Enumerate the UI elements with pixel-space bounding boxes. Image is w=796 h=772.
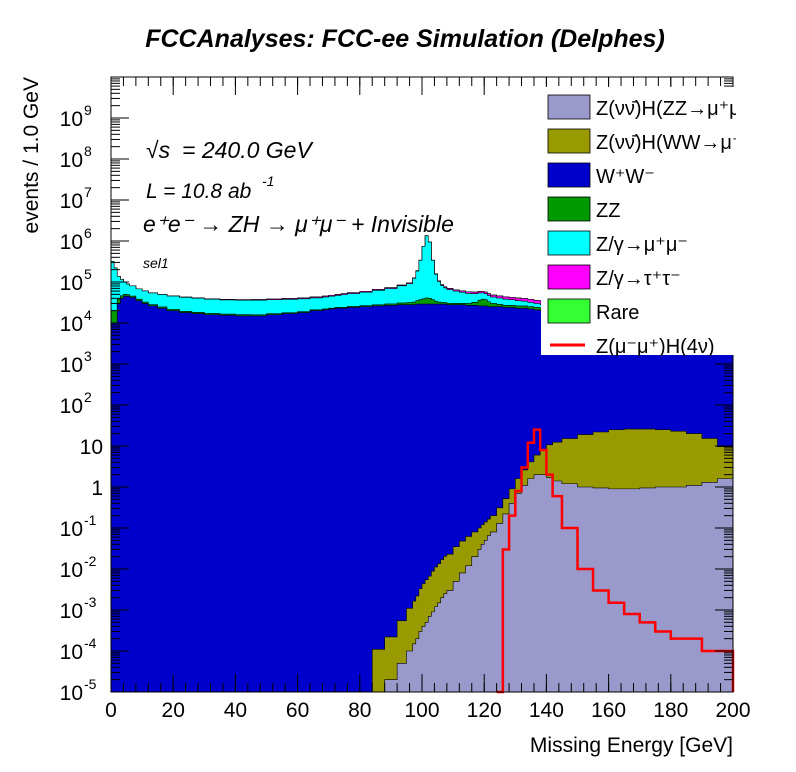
y-tick-exponent: 2: [84, 389, 92, 405]
y-tick-label: 10 -5: [60, 676, 97, 705]
y-tick-base: 10: [60, 108, 83, 131]
y-tick-label: 10 6: [60, 225, 92, 254]
legend-swatch-z-h-ww: [547, 128, 591, 154]
x-tick-label: 0: [105, 699, 117, 722]
x-axis-label: Missing Energy [GeV]: [530, 734, 733, 757]
y-tick-base: 10: [60, 313, 83, 336]
x-axis: 0 20 40 60 80 100 120 140 160 180 200: [105, 77, 751, 722]
legend-label-rare: Rare: [596, 302, 639, 324]
legend-swatch-z-h-zz: [547, 94, 591, 120]
y-tick-base: 10: [60, 149, 83, 172]
y-tick-label: 10 3: [60, 348, 92, 377]
sqrt-s-annotation: = 240.0 GeV: [182, 137, 314, 163]
legend-label-z: Z/γ→μ⁺μ⁻: [596, 234, 688, 256]
chart-title: FCCAnalyses: FCC-ee Simulation (Delphes): [145, 25, 665, 53]
process-annotation: e⁺e⁻ → ZH → μ⁺μ⁻ + Invisible: [143, 211, 454, 237]
y-tick-base: 10: [60, 395, 83, 418]
y-tick-exponent: 6: [84, 225, 92, 241]
y-tick-exponent: 4: [84, 307, 92, 323]
y-tick-base: 10: [60, 641, 83, 664]
y-tick-label: 1: [91, 477, 103, 500]
y-tick-label: 10 4: [60, 307, 92, 336]
x-tick-label: 60: [286, 699, 309, 722]
x-tick-label: 40: [224, 699, 247, 722]
x-tick-label: 200: [715, 699, 750, 722]
y-tick-exponent: 9: [84, 102, 92, 118]
legend-label-zz: ZZ: [596, 200, 620, 222]
x-tick-label: 120: [467, 699, 502, 722]
signal-line-layer: [496, 428, 735, 694]
legend-label-w-w: W⁺W⁻: [596, 166, 655, 188]
legend-label-z-h-ww: Z(νν̄)H(WW→μ⁺νμ⁻ν): [596, 132, 791, 154]
y-tick-label: 10 -1: [60, 512, 97, 541]
selection-annotation: sel1: [143, 255, 169, 271]
y-tick-label: 10 9: [60, 102, 92, 131]
y-tick-exponent: -3: [84, 594, 97, 610]
y-tick-label: 10 5: [60, 266, 92, 295]
y-tick-label: 10 7: [60, 184, 92, 213]
legend-label-z-h-zz: Z(νν̄)H(ZZ→μ⁺μ⁻ν⁺ν⁻): [596, 98, 796, 120]
y-tick-label: 10 8: [60, 143, 92, 172]
y-tick-label: 10 -3: [60, 594, 97, 623]
y-tick-base: 10: [60, 190, 83, 213]
x-tick-label: 180: [653, 699, 688, 722]
x-tick-label: 20: [162, 699, 185, 722]
legend-swatch-z: [547, 230, 591, 256]
x-tick-label: 80: [348, 699, 371, 722]
sqrt-s-symbol: √s: [146, 137, 171, 163]
y-tick-base: 10: [60, 354, 83, 377]
y-tick-base: 10: [60, 272, 83, 295]
y-tick-exponent: 8: [84, 143, 92, 159]
y-tick-exponent: -2: [84, 553, 97, 569]
lumi-annotation: L = 10.8 ab: [146, 180, 252, 203]
x-tick-label: 100: [404, 699, 439, 722]
y-tick-exponent: -5: [84, 676, 97, 692]
y-tick-label: 10 2: [60, 389, 92, 418]
y-tick-exponent: -4: [84, 635, 97, 651]
y-tick-base: 10: [60, 559, 83, 582]
legend-swatch-zz: [547, 196, 591, 222]
x-tick-label: 140: [529, 699, 564, 722]
y-tick-label: 10: [80, 436, 103, 459]
y-tick-label: 10 -4: [60, 635, 97, 664]
legend: Z(νν̄)H(ZZ→μ⁺μ⁻ν⁺ν⁻) Z(νν̄)H(WW→μ⁺νμ⁻ν) W⁺…: [541, 87, 796, 358]
y-axis-label: events / 1.0 GeV: [20, 77, 43, 233]
y-tick-base: 10: [60, 682, 83, 705]
legend-swatch-z: [547, 264, 591, 290]
legend-swatch-w-w: [547, 162, 591, 188]
line-z-h-4: [496, 428, 735, 694]
legend-swatch-rare: [547, 298, 591, 324]
y-tick-exponent: 5: [84, 266, 92, 282]
y-tick-base: 10: [80, 436, 103, 459]
y-tick-base: 10: [60, 231, 83, 254]
legend-label-z: Z/γ→τ⁺τ⁻: [596, 268, 681, 290]
x-tick-label: 160: [591, 699, 626, 722]
legend-label-z-h-4: Z(μ⁻μ⁺)H(4ν): [596, 336, 715, 358]
legend-items: Z(νν̄)H(ZZ→μ⁺μ⁻ν⁺ν⁻) Z(νν̄)H(WW→μ⁺νμ⁻ν) W⁺…: [541, 87, 796, 358]
lumi-exponent: -1: [262, 173, 274, 189]
y-tick-exponent: 7: [84, 184, 92, 200]
y-tick-base: 1: [91, 477, 103, 500]
y-tick-label: 10 -2: [60, 553, 97, 582]
y-tick-exponent: 3: [84, 348, 92, 364]
y-tick-base: 10: [60, 518, 83, 541]
y-tick-base: 10: [60, 600, 83, 623]
y-tick-exponent: -1: [84, 512, 97, 528]
annotations: √s = 240.0 GeV L = 10.8 ab -1 e⁺e⁻ → ZH …: [143, 137, 454, 271]
